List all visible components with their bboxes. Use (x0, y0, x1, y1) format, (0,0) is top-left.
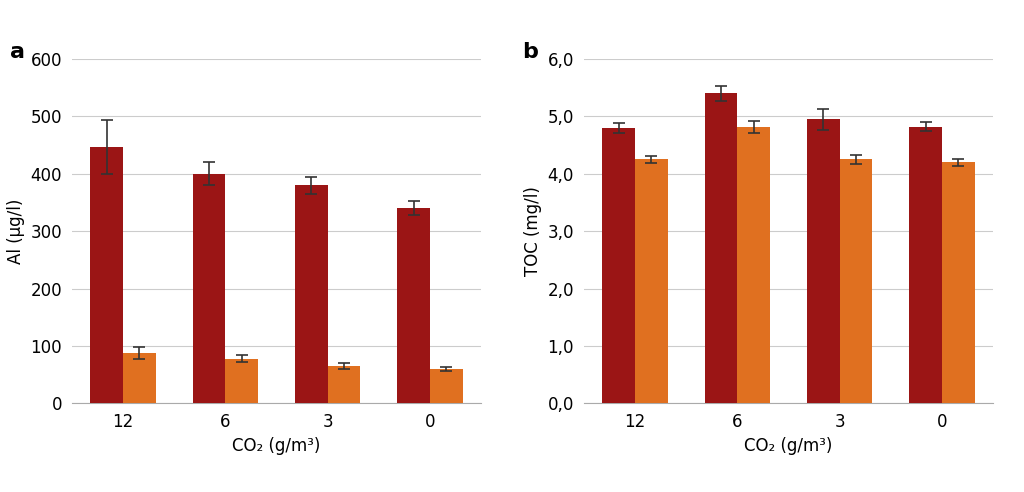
Bar (705, 93, 737, 403)
Y-axis label: TOC (mg/l): TOC (mg/l) (524, 186, 542, 276)
Bar (123, 353, 156, 403)
Text: b: b (522, 42, 539, 62)
Bar (328, 366, 360, 403)
Bar (942, 162, 975, 403)
Bar (909, 127, 942, 403)
Y-axis label: Al (µg/l): Al (µg/l) (7, 199, 25, 264)
Text: a: a (10, 42, 26, 62)
Bar (295, 185, 328, 403)
Bar (430, 369, 463, 403)
Bar (635, 159, 668, 403)
Bar (737, 127, 770, 403)
Bar (602, 128, 635, 403)
Bar (397, 208, 430, 403)
X-axis label: CO₂ (g/m³): CO₂ (g/m³) (232, 437, 321, 455)
Bar (807, 120, 840, 403)
Bar (225, 359, 258, 403)
Bar (90, 147, 123, 403)
Legend: FA, HS: FA, HS (714, 488, 863, 492)
Bar (193, 174, 225, 403)
Legend: FA, HS: FA, HS (202, 488, 351, 492)
Bar (840, 159, 872, 403)
X-axis label: CO₂ (g/m³): CO₂ (g/m³) (744, 437, 833, 455)
